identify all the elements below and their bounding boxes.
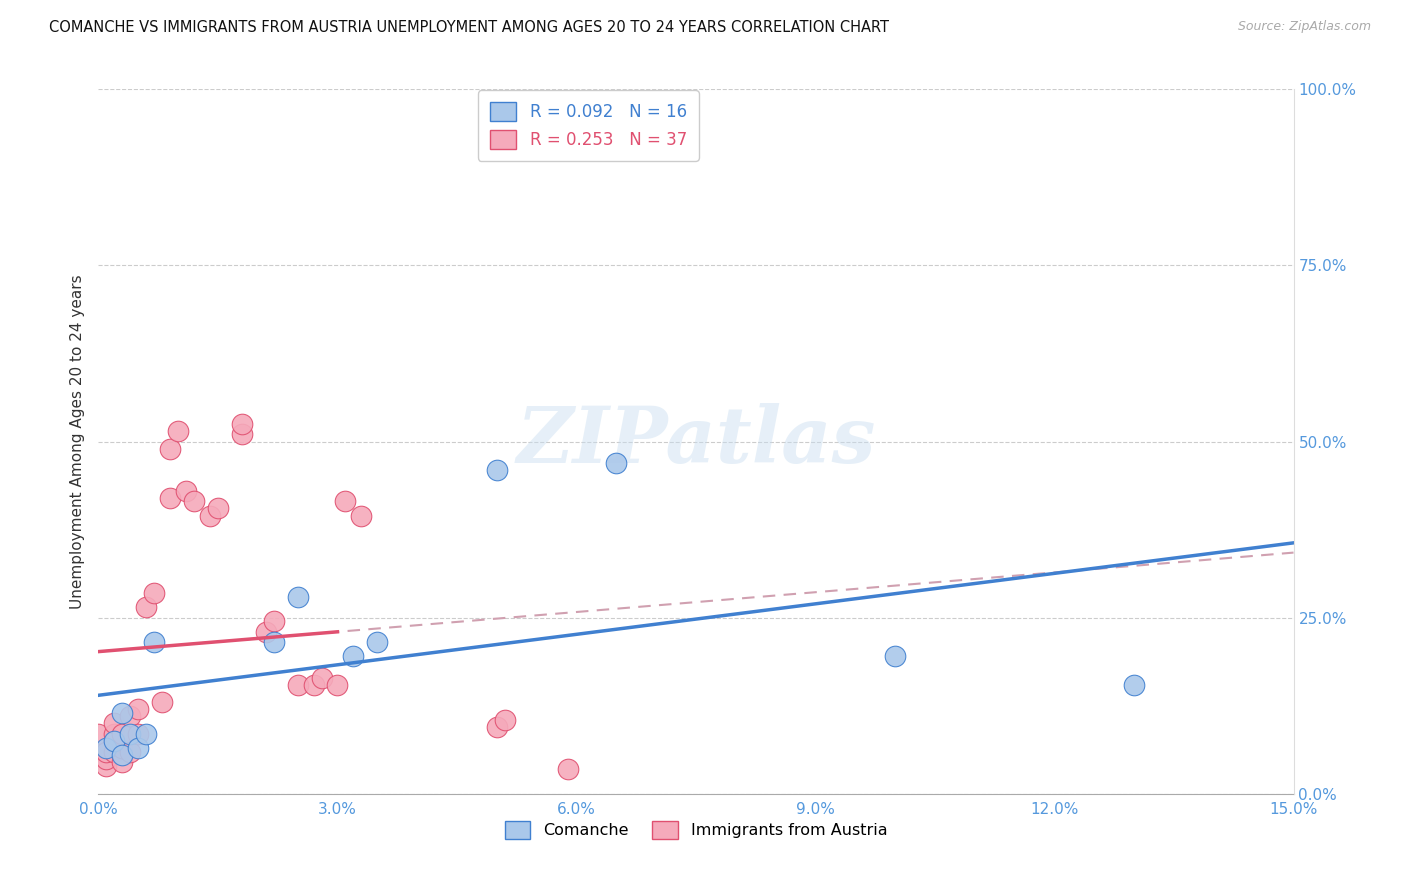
Text: COMANCHE VS IMMIGRANTS FROM AUSTRIA UNEMPLOYMENT AMONG AGES 20 TO 24 YEARS CORRE: COMANCHE VS IMMIGRANTS FROM AUSTRIA UNEM… [49,20,889,35]
Point [96,758,118,772]
Point [96,751,118,765]
Point [103,745,125,759]
Point [207,501,229,516]
Point [254,624,277,639]
Text: Source: ZipAtlas.com: Source: ZipAtlas.com [1237,20,1371,33]
Point [111,755,134,769]
Point [350,508,373,523]
Text: ZIPatlas: ZIPatlas [516,403,876,480]
Y-axis label: Unemployment Among Ages 20 to 24 years: Unemployment Among Ages 20 to 24 years [69,274,84,609]
Point [96,745,118,759]
Point [111,706,134,720]
Point [127,727,149,741]
Point [87,727,110,741]
Point [159,491,181,505]
Point [167,424,190,438]
Point [120,709,142,723]
Point [263,614,285,628]
Point [605,456,627,470]
Point [335,494,357,508]
Point [287,590,309,604]
Point [111,727,134,741]
Point [198,508,221,523]
Point [96,741,118,756]
Point [111,748,134,763]
Point [143,586,166,600]
Point [342,649,364,664]
Point [120,727,142,741]
Point [150,695,173,709]
Point [103,727,125,741]
Point [485,463,508,477]
Point [183,494,205,508]
Point [366,635,388,649]
Point [174,483,197,498]
Point [135,600,157,615]
Point [127,741,149,756]
Point [311,671,333,685]
Point [287,678,309,692]
Point [103,734,125,748]
Legend: Comanche, Immigrants from Austria: Comanche, Immigrants from Austria [498,814,894,846]
Point [494,713,516,727]
Point [557,762,579,776]
Point [231,427,253,442]
Point [143,635,166,649]
Point [159,442,181,456]
Point [263,635,285,649]
Point [120,745,142,759]
Point [302,678,325,692]
Point [231,417,253,431]
Point [326,678,349,692]
Point [884,649,907,664]
Point [485,720,508,734]
Point [111,741,134,756]
Point [103,716,125,731]
Point [135,727,157,741]
Point [127,702,149,716]
Point [1123,678,1146,692]
